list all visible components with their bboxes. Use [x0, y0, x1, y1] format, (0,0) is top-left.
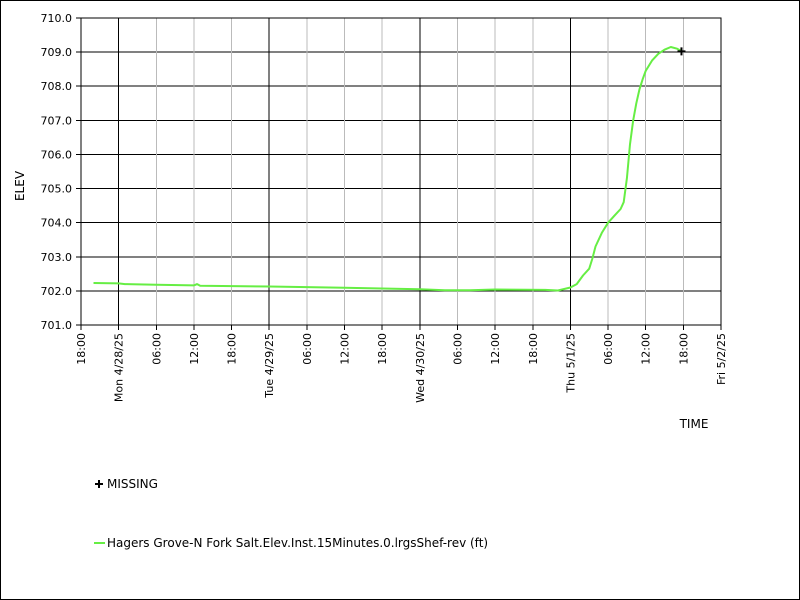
grid	[80, 17, 722, 326]
x-tick-label: 18:00	[527, 333, 540, 365]
y-tick-label: 708.0	[41, 80, 73, 93]
x-tick-label: 18:00	[677, 333, 690, 365]
axes: 701.0 702.0 703.0 704.0 705.0 706.0 707.0 708.0…	[41, 12, 729, 403]
y-tick-label: 704.0	[41, 217, 73, 230]
x-tick-label: Mon 4/28/25	[113, 333, 126, 402]
missing-marker	[677, 47, 686, 56]
legend-missing-symbol	[95, 480, 103, 488]
x-tick-label: 18:00	[75, 333, 88, 365]
y-tick-label: 702.0	[41, 285, 73, 298]
y-tick-label: 706.0	[41, 148, 73, 161]
x-tick-label: 06:00	[451, 333, 464, 365]
y-axis-title: ELEV	[13, 170, 27, 201]
x-tick-label: 12:00	[188, 333, 201, 365]
x-tick-label: 18:00	[376, 333, 389, 365]
x-tick-label: Fri 5/2/25	[715, 333, 728, 385]
y-tick-label: 701.0	[41, 319, 73, 332]
y-tick-label: 705.0	[41, 183, 73, 196]
y-tick-label: 710.0	[41, 12, 73, 25]
x-axis-title: TIME	[679, 417, 709, 431]
y-tick-label: 709.0	[41, 46, 73, 59]
series-layer	[93, 46, 686, 292]
x-tick-label: Wed 4/30/25	[414, 333, 427, 403]
legend-label: Hagers Grove-N Fork Salt.Elev.Inst.15Min…	[107, 536, 488, 550]
y-tick-label: 703.0	[41, 251, 73, 264]
x-tick-label: 12:00	[489, 333, 502, 365]
legend-label: MISSING	[107, 477, 158, 491]
x-tick-label: 12:00	[339, 333, 352, 365]
x-tick-label: Thu 5/1/25	[564, 333, 577, 394]
legend: MISSING Hagers Grove-N Fork Salt.Elev.Ins…	[94, 477, 488, 550]
plot-border	[80, 17, 722, 326]
x-tick-label: 06:00	[301, 333, 314, 365]
y-tick-label: 707.0	[41, 114, 73, 127]
x-tick-label: Tue 4/29/25	[263, 333, 276, 399]
x-tick-label: 12:00	[640, 333, 653, 365]
x-tick-label: 06:00	[602, 333, 615, 365]
x-tick-label: 18:00	[226, 333, 239, 365]
x-tick-label: 06:00	[150, 333, 163, 365]
series-line	[93, 46, 681, 292]
